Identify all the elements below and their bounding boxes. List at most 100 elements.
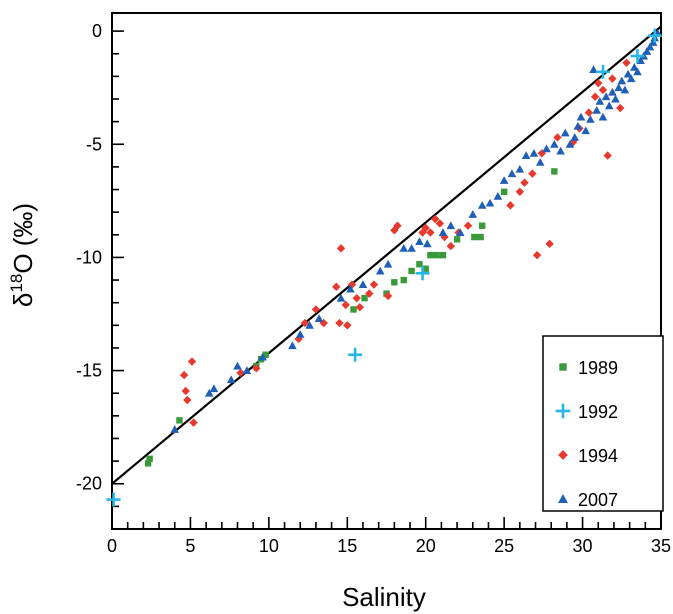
data-point-2007 — [468, 210, 478, 218]
data-point-1994 — [300, 318, 310, 328]
data-point-1994 — [532, 250, 542, 260]
data-point-1989 — [471, 233, 478, 241]
x-tick-label: 20 — [416, 536, 436, 556]
legend: 1989 1992 1994 2007 — [542, 335, 664, 512]
data-point-2007 — [529, 149, 539, 157]
data-point-2007 — [288, 341, 297, 350]
data-point-2007 — [242, 366, 252, 375]
legend-marker-1989 — [559, 363, 567, 371]
data-point-1994 — [616, 103, 625, 113]
data-point-1994 — [435, 219, 445, 228]
x-tick-label: 0 — [107, 536, 117, 556]
data-point-1992 — [106, 492, 121, 507]
data-point-1989 — [262, 351, 269, 358]
plot-frame — [111, 12, 662, 530]
data-point-1994 — [332, 282, 341, 292]
data-point-1989 — [146, 455, 153, 463]
data-point-2007 — [648, 38, 658, 46]
data-point-2007 — [209, 384, 219, 393]
data-point-2007 — [399, 244, 409, 252]
data-point-2007 — [407, 244, 416, 252]
data-point-2007 — [604, 101, 614, 110]
data-point-2007 — [556, 146, 565, 155]
data-point-1989 — [453, 236, 461, 243]
legend-marker-1992 — [555, 403, 571, 419]
data-point-1992 — [630, 49, 645, 63]
legend-label-1992: 1992 — [578, 402, 618, 422]
data-point-1994 — [528, 169, 537, 178]
legend-marker-2007 — [558, 494, 568, 503]
data-point-1994 — [181, 386, 190, 396]
data-point-2007 — [170, 425, 180, 433]
x-tick-label: 30 — [573, 536, 593, 556]
data-point-2007 — [535, 158, 545, 166]
data-point-2007 — [422, 239, 432, 248]
data-point-1994 — [393, 221, 402, 230]
data-point-2007 — [611, 94, 620, 103]
data-point-1994 — [421, 223, 430, 233]
data-point-1994 — [622, 58, 631, 67]
data-point-2007 — [375, 266, 385, 275]
reference-line-layer — [111, 25, 662, 485]
series-1994 — [179, 58, 631, 427]
data-point-2007 — [346, 284, 355, 293]
data-point-2007 — [477, 201, 487, 209]
data-point-1994 — [590, 92, 600, 101]
y-tick-label: -20 — [76, 474, 102, 494]
data-point-2007 — [446, 221, 456, 230]
data-point-1994 — [446, 241, 456, 251]
data-point-2007 — [620, 85, 630, 94]
data-point-2007 — [305, 321, 314, 329]
data-point-1989 — [477, 233, 484, 241]
data-point-2007 — [565, 139, 575, 148]
y-tick-label: 0 — [92, 21, 102, 41]
data-point-2007 — [576, 112, 586, 121]
data-point-1994 — [179, 370, 189, 380]
data-point-1994 — [426, 228, 435, 237]
data-point-1994 — [545, 239, 554, 249]
data-point-1994 — [341, 300, 350, 310]
data-point-1994 — [506, 201, 515, 210]
data-point-1994 — [311, 305, 321, 314]
data-points — [106, 28, 663, 507]
data-point-2007 — [383, 259, 393, 268]
data-point-1992 — [647, 28, 662, 43]
data-point-2007 — [258, 352, 267, 361]
data-point-1992 — [415, 266, 430, 281]
data-point-1989 — [144, 460, 152, 467]
plot-area-border — [111, 12, 662, 530]
data-point-1992 — [595, 64, 610, 79]
data-point-1994 — [343, 321, 352, 330]
data-point-1994 — [187, 357, 197, 366]
y-tick-label: -10 — [76, 247, 102, 267]
data-point-2007 — [614, 83, 623, 92]
series-1989 — [144, 168, 558, 467]
data-point-1989 — [408, 267, 415, 275]
data-point-1994 — [336, 244, 346, 253]
data-point-2007 — [573, 121, 583, 130]
data-point-1994 — [608, 74, 617, 83]
data-point-2007 — [630, 63, 639, 71]
data-point-1994 — [355, 303, 365, 312]
x-tick-label: 10 — [259, 536, 279, 556]
data-point-1994 — [598, 85, 608, 95]
data-point-2007 — [561, 128, 570, 137]
x-tick-label: 5 — [185, 536, 195, 556]
data-point-2007 — [358, 280, 368, 289]
data-point-2007 — [586, 115, 595, 123]
data-point-2007 — [642, 47, 652, 55]
data-point-1989 — [422, 265, 429, 272]
data-point-1994 — [236, 368, 245, 378]
y-axis-title-suffix: O (‰) — [8, 203, 38, 274]
data-point-2007 — [507, 169, 517, 178]
x-axis-title: Salinity — [342, 582, 426, 612]
data-point-1989 — [551, 168, 558, 175]
data-point-2007 — [617, 76, 627, 85]
data-point-2007 — [623, 69, 633, 78]
data-point-2007 — [493, 192, 503, 200]
data-point-2007 — [515, 164, 525, 173]
data-point-2007 — [570, 133, 580, 141]
series-2007 — [170, 29, 663, 433]
data-point-1994 — [430, 214, 440, 224]
